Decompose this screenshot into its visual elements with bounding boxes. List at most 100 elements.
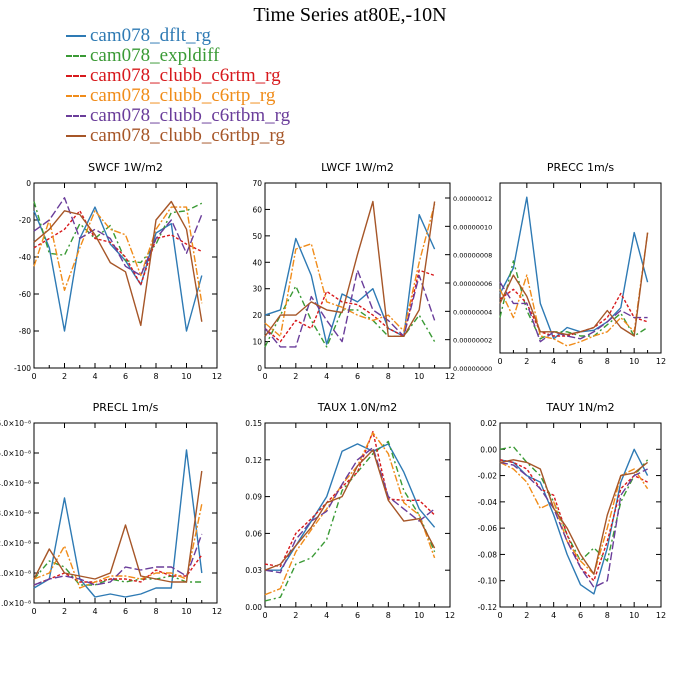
x-tick-label: 0 — [262, 372, 267, 381]
series-line — [499, 446, 649, 562]
x-tick-label: 8 — [153, 372, 158, 381]
x-tick-label: 4 — [324, 372, 329, 381]
y-tick-label: 40 — [252, 258, 262, 267]
x-tick-label: 2 — [524, 611, 529, 620]
plot-frame — [264, 182, 451, 369]
x-tick-label: 12 — [212, 607, 222, 616]
series-line — [499, 461, 649, 575]
series-line — [264, 200, 436, 337]
x-tick-label: 6 — [578, 357, 583, 366]
x-tick-label: 10 — [629, 357, 639, 366]
panel-title: TAUX 1.0N/m2 — [317, 401, 398, 414]
legend-swatch — [66, 135, 86, 137]
x-tick-label: 10 — [414, 372, 424, 381]
x-tick-label: 8 — [605, 357, 610, 366]
x-tick-label: 2 — [293, 611, 298, 620]
legend: cam078_dflt_rg cam078_expldiff cam078_club… — [66, 26, 290, 146]
series-line — [264, 449, 436, 571]
y-tick-label: -0.08 — [478, 550, 498, 559]
x-tick-label: 12 — [656, 611, 666, 620]
legend-label: cam078_clubb_c6rtm_rg — [90, 65, 281, 86]
y-tick-label: 1.0×10⁻⁸ — [0, 569, 31, 578]
y-tick-label: 0 — [257, 364, 262, 373]
y-tick-label: 0.00 — [480, 445, 497, 454]
x-tick-label: 10 — [181, 372, 191, 381]
legend-item: cam078_clubb_c6rtbp_rg — [66, 126, 290, 146]
x-tick-label: 10 — [181, 607, 191, 616]
right-tick-label: 0.00000004 — [453, 308, 492, 316]
plot-frame — [264, 422, 451, 608]
y-tick-label: -0.06 — [478, 524, 498, 533]
legend-swatch — [66, 75, 86, 77]
legend-label: cam078_clubb_c6rtbp_rg — [90, 125, 285, 146]
y-tick-label: 0 — [26, 179, 31, 188]
y-tick-label: -0.02 — [478, 472, 498, 481]
series-line — [499, 260, 648, 340]
figure-title: Time Series at80E,-10N — [253, 4, 447, 26]
legend-swatch — [66, 55, 86, 57]
series-line — [264, 440, 436, 602]
panel-precc: PRECC 1m/s 0 2 4 6 8 10 12 — [497, 161, 666, 366]
x-tick-label: 2 — [293, 372, 298, 381]
series-line — [499, 232, 649, 347]
series-line — [264, 432, 436, 596]
y-tick-label: 0.09 — [245, 493, 262, 502]
legend-label: cam078_expldiff — [90, 45, 220, 66]
x-tick-label: 6 — [355, 372, 360, 381]
x-tick-label: 6 — [123, 372, 128, 381]
legend-item: cam078_clubb_c6rtbm_rg — [66, 106, 290, 126]
y-tick-label: -100 — [14, 364, 31, 373]
series-line — [499, 448, 649, 595]
x-tick-label: 6 — [355, 611, 360, 620]
y-tick-label: -0.04 — [478, 498, 498, 507]
series-line — [33, 206, 203, 304]
series-line — [33, 197, 203, 277]
x-tick-label: 4 — [92, 372, 97, 381]
series-line — [499, 461, 648, 588]
x-tick-label: 0 — [31, 372, 36, 381]
y-tick-label: 0.02 — [480, 419, 497, 428]
series-line — [499, 196, 649, 340]
x-tick-label: 8 — [605, 611, 610, 620]
y-tick-label: 20 — [252, 311, 262, 320]
y-tick-label: 0.03 — [245, 566, 262, 575]
y-tick-label: 0.12 — [245, 456, 262, 465]
legend-item: cam078_dflt_rg — [66, 26, 290, 46]
legend-label: cam078_clubb_c6rtbm_rg — [90, 105, 291, 126]
y-tick-label: .0×10⁻⁸ — [1, 599, 31, 608]
x-tick-label: 4 — [551, 611, 556, 620]
y-tick-label: 70 — [252, 179, 262, 188]
x-tick-label: 2 — [524, 357, 529, 366]
right-tick-label: 0.00000012 — [453, 195, 492, 203]
series-line — [33, 206, 203, 332]
y-tick-label: -60 — [19, 290, 31, 299]
x-tick-label: 10 — [414, 611, 424, 620]
panel-title: TAUY 1N/m2 — [545, 401, 614, 414]
legend-label: cam078_clubb_c6rtp_rg — [90, 85, 276, 106]
series-line — [264, 446, 436, 574]
y-tick-label: 50 — [252, 232, 262, 241]
x-tick-label: 8 — [386, 372, 391, 381]
right-tick-label: 0.00000000 — [453, 365, 492, 373]
panel-precl: PRECL 1m/s 0 2 4 6 8 10 12 .0×10⁻⁸ 1.0×10⁻⁸ 2.0×10… — [0, 401, 222, 616]
right-tick-label: 0.00000006 — [453, 280, 492, 288]
series-line — [33, 533, 203, 586]
y-tick-label: 6.0×10⁻⁸ — [0, 419, 31, 428]
panel-title: LWCF 1W/m2 — [321, 161, 394, 174]
legend-swatch — [66, 115, 86, 117]
legend-item: cam078_clubb_c6rtm_rg — [66, 66, 290, 86]
legend-swatch — [66, 95, 86, 97]
y-tick-label: 3.0×10⁻⁸ — [0, 509, 31, 518]
x-tick-label: 0 — [262, 611, 267, 620]
x-tick-label: 0 — [497, 611, 502, 620]
panel-tauy: TAUY 1N/m2 0 2 4 6 8 10 12 -0.12 -0.10 -0.08 -0.06 -… — [478, 401, 667, 620]
y-tick-label: -0.10 — [478, 577, 498, 586]
x-tick-label: 4 — [551, 357, 556, 366]
panel-swcf: SWCF 1W/m2 0 2 4 6 8 10 12 -100 -80 -60 -40 -20 0 — [14, 161, 222, 381]
right-tick-label: 0.00000010 — [453, 223, 492, 231]
series-line — [264, 430, 436, 568]
x-tick-label: 6 — [578, 611, 583, 620]
x-tick-label: 12 — [212, 372, 222, 381]
series-line — [33, 503, 203, 589]
